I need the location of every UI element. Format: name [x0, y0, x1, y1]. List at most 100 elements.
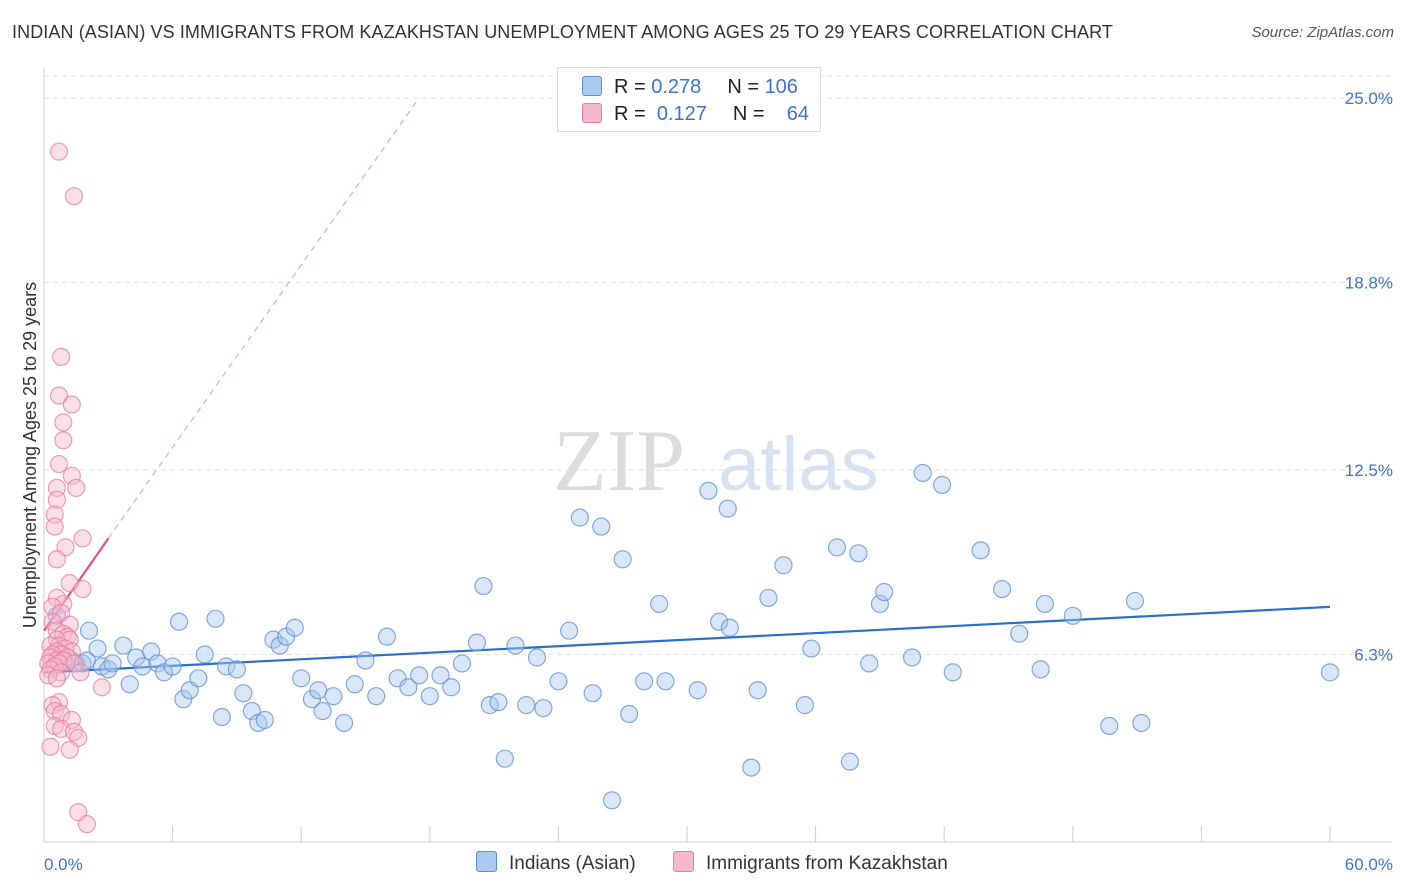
indian-point	[570, 508, 589, 527]
legend-r-label: R =	[614, 76, 646, 98]
indian-point	[133, 657, 152, 676]
indians-trend-line	[43, 605, 1331, 674]
indian-point	[489, 693, 508, 712]
indian-point	[1132, 713, 1151, 733]
indian-point	[527, 648, 547, 667]
indian-point	[356, 651, 375, 670]
indian-point	[583, 684, 602, 703]
watermark-zip: ZIP	[553, 413, 685, 510]
kazakhstan-point	[49, 386, 69, 405]
indian-point	[163, 657, 182, 676]
kazakhstan-point	[60, 740, 79, 759]
kazakhstan-point	[47, 669, 66, 688]
indian-point	[1100, 716, 1119, 736]
indian-point	[324, 687, 343, 706]
kazakhstan-point	[77, 815, 96, 834]
legend-row-indians: R = 0.278 N = 106	[582, 76, 798, 99]
y-tick-label: 25.0%	[1345, 89, 1393, 108]
indian-point	[169, 612, 189, 631]
indian-point	[399, 678, 418, 697]
indian-point	[840, 752, 859, 771]
y-tick-label: 12.5%	[1345, 461, 1393, 480]
indian-point	[377, 627, 397, 646]
indian-point	[870, 594, 890, 614]
trend-lines	[43, 97, 1331, 674]
kazakhstan-point	[67, 478, 86, 497]
indian-point	[114, 636, 133, 655]
legend-swatch-kazakhstan	[582, 103, 602, 123]
kazakhstan-point	[52, 347, 71, 367]
indian-point	[285, 618, 304, 637]
indian-point	[602, 791, 622, 810]
indian-point	[302, 690, 322, 709]
kazakhstan-trend-extension	[107, 97, 420, 539]
y-tick-label: 18.8%	[1345, 274, 1393, 293]
indian-point	[635, 672, 654, 691]
indian-point	[367, 687, 386, 706]
indian-point	[217, 657, 236, 676]
indian-point	[174, 690, 193, 709]
indian-point	[255, 710, 274, 730]
kazakhstan-point	[62, 466, 81, 486]
indian-point	[1125, 591, 1145, 611]
source-label: Source: ZipAtlas.com	[1251, 24, 1394, 41]
kazakhstan-point	[47, 550, 66, 569]
indian-point	[849, 544, 868, 563]
correlation-legend: R = 0.278 N = 106 R = 0.127 N = 64	[557, 67, 821, 132]
indian-point	[227, 660, 246, 679]
indian-point	[742, 758, 761, 777]
indian-point	[971, 541, 990, 560]
indian-point	[467, 633, 487, 652]
indian-point	[334, 713, 354, 733]
indian-point	[774, 556, 793, 575]
indian-point	[902, 648, 922, 667]
indian-point	[932, 475, 952, 494]
series-label-indians: Indians (Asian)	[509, 853, 636, 874]
indian-point	[495, 749, 514, 768]
y-axis-label: Unemployment Among Ages 25 to 29 years	[20, 282, 40, 628]
indian-point	[1010, 624, 1029, 643]
x-tick-label-min: 0.0%	[44, 855, 83, 874]
indian-point	[120, 675, 139, 694]
indian-point	[442, 678, 461, 697]
indian-point	[88, 639, 107, 658]
legend-r-value: 0.278	[651, 76, 702, 98]
legend-n-label: N =	[732, 103, 765, 125]
kazakhstan-point	[47, 490, 66, 509]
kazakhstan-point	[41, 737, 60, 756]
indian-point	[943, 663, 962, 682]
series-swatch-indians	[476, 851, 497, 872]
indian-point	[1320, 663, 1340, 682]
kazakhstan-point	[43, 612, 62, 631]
chart-title: INDIAN (ASIAN) VS IMMIGRANTS FROM KAZAKH…	[12, 22, 1113, 42]
indian-point	[650, 594, 669, 614]
indian-point	[1031, 660, 1050, 679]
indian-point	[420, 687, 439, 706]
indian-point	[613, 550, 632, 569]
indian-point	[189, 669, 208, 688]
indian-point	[148, 654, 167, 673]
indian-point	[1035, 594, 1055, 614]
indian-point	[718, 499, 737, 518]
kazakhstan-point	[49, 454, 69, 474]
indian-point	[103, 654, 122, 673]
gridlines	[44, 75, 1392, 656]
series-legend-indians: Indians (Asian)	[476, 851, 636, 875]
series-legend-kazakhstan: Immigrants from Kazakhstan	[673, 851, 948, 875]
indian-point	[517, 696, 536, 715]
indian-point	[549, 672, 568, 691]
kazakhstan-point	[45, 517, 64, 536]
indian-point	[474, 576, 493, 596]
indian-point	[79, 621, 99, 640]
indian-point	[860, 654, 879, 673]
indian-point	[720, 618, 739, 637]
y-tick-label: 6.3%	[1354, 646, 1393, 665]
legend-n-label: N =	[727, 76, 759, 98]
watermark-atlas: atlas	[718, 422, 879, 507]
indian-point	[759, 588, 778, 608]
legend-row-kazakhstan: R = 0.127 N = 64	[582, 103, 809, 126]
watermark: ZIP atlas	[553, 413, 879, 510]
indian-point	[748, 681, 767, 700]
series-label-kazakhstan: Immigrants from Kazakhstan	[706, 853, 948, 874]
